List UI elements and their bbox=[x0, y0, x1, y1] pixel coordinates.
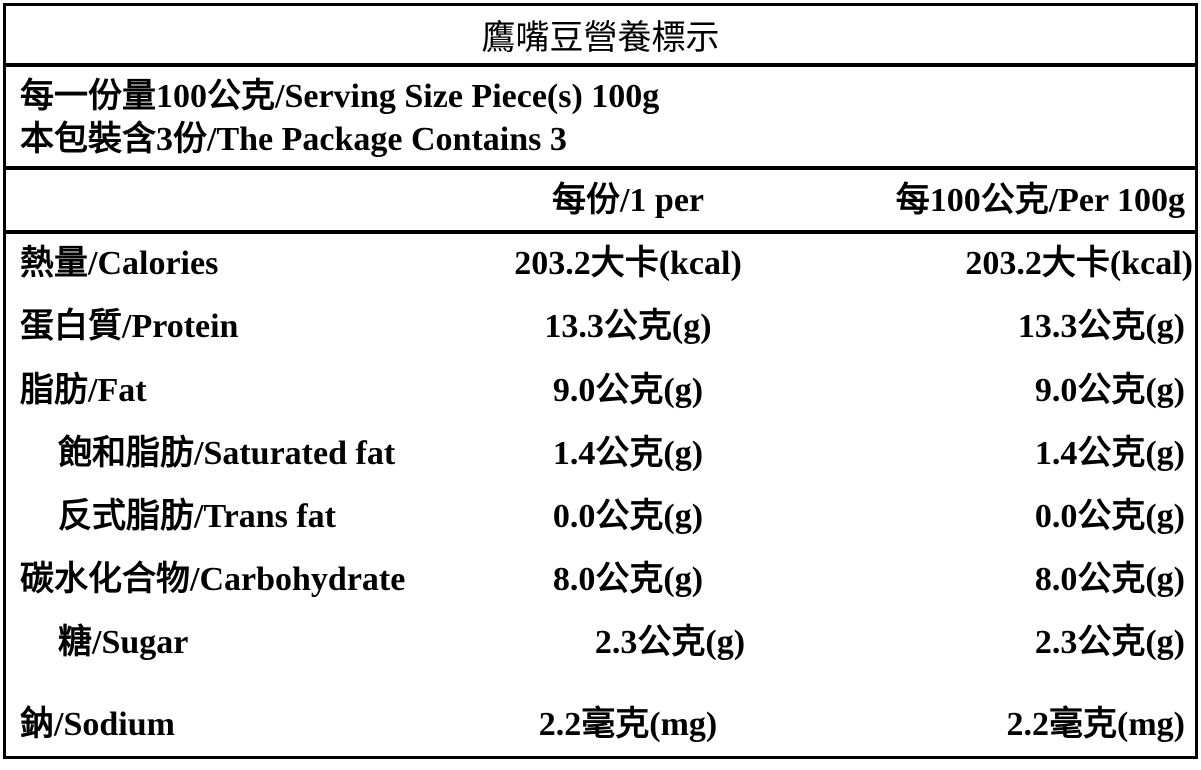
per-100g: 8.0公克(g) bbox=[1034, 561, 1185, 598]
label-frame bbox=[3, 3, 1198, 759]
divider bbox=[3, 230, 1198, 234]
serving-size: 每一份量100公克/Serving Size Piece(s) 100g bbox=[20, 78, 660, 115]
per-serving: 1.4公克(g) bbox=[552, 435, 704, 472]
per-serving: 203.2大卡(kcal) bbox=[514, 245, 742, 282]
title: 鷹嘴豆營養標示 bbox=[481, 20, 720, 57]
per-100g: 9.0公克(g) bbox=[1034, 372, 1185, 409]
per-serving: 13.3公克(g) bbox=[544, 308, 712, 345]
per-100g: 203.2大卡(kcal) bbox=[965, 245, 1193, 282]
nutrient-label: 碳水化合物/Carbohydrate bbox=[20, 561, 406, 598]
package-contains: 本包裝含3份/The Package Contains 3 bbox=[20, 121, 567, 158]
per-100g: 13.3公克(g) bbox=[1017, 308, 1185, 345]
per-serving: 2.3公克(g) bbox=[594, 624, 746, 661]
per-serving: 0.0公克(g) bbox=[552, 498, 704, 535]
per-serving: 8.0公克(g) bbox=[552, 561, 704, 598]
nutrient-label: 蛋白質/Protein bbox=[20, 308, 239, 345]
column-header: 每100公克/Per 100g bbox=[895, 182, 1185, 219]
nutrient-label: 熱量/Calories bbox=[20, 245, 219, 282]
divider bbox=[3, 63, 1198, 67]
nutrient-label: 脂肪/Fat bbox=[20, 372, 147, 409]
per-serving: 2.2毫克(mg) bbox=[538, 706, 718, 743]
column-header: 每份/1 per bbox=[551, 182, 705, 219]
per-100g: 2.2毫克(mg) bbox=[1006, 706, 1185, 743]
per-100g: 1.4公克(g) bbox=[1034, 435, 1185, 472]
per-100g: 0.0公克(g) bbox=[1034, 498, 1185, 535]
nutrient-label: 反式脂肪/Trans fat bbox=[58, 498, 336, 535]
per-serving: 9.0公克(g) bbox=[552, 372, 704, 409]
divider bbox=[3, 166, 1198, 170]
nutrient-label: 鈉/Sodium bbox=[20, 706, 175, 743]
nutrient-label: 糖/Sugar bbox=[58, 624, 189, 661]
nutrient-label: 飽和脂肪/Saturated fat bbox=[58, 435, 396, 472]
per-100g: 2.3公克(g) bbox=[1034, 624, 1185, 661]
